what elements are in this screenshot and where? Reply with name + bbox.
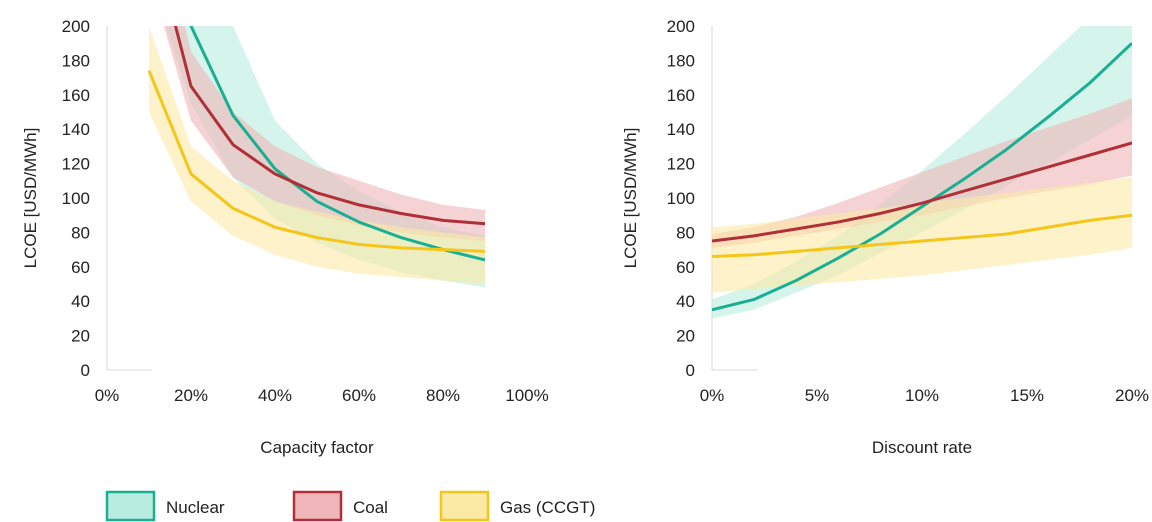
x-axis-title: Discount rate: [872, 438, 972, 457]
gas-range-band: [149, 26, 485, 284]
x-tick-label: 15%: [1010, 386, 1044, 405]
gas-range-band: [712, 177, 1132, 293]
y-tick-label: 60: [71, 258, 90, 277]
x-tick-label: 40%: [258, 386, 292, 405]
legend-label-coal: Coal: [353, 498, 388, 517]
y-tick-label: 160: [62, 86, 90, 105]
x-axis-title: Capacity factor: [260, 438, 374, 457]
x-tick-label: 80%: [426, 386, 460, 405]
y-axis-title: LCOE [USD/MWh]: [21, 128, 40, 269]
x-tick-label: 60%: [342, 386, 376, 405]
legend-label-nuclear: Nuclear: [166, 498, 225, 517]
legend: Nuclear Coal Gas (CCGT): [105, 490, 595, 522]
y-tick-label: 200: [667, 17, 695, 36]
coal-line: [712, 141, 1132, 243]
nuclear-line: [189, 26, 486, 262]
nuclear-line: [712, 42, 1132, 312]
y-tick-label: 120: [62, 155, 90, 174]
chart-discount-rate: 0 20 40 60 80 100 120 140 160 180 200 0% 5% 10% 15% 20%…: [621, 17, 1149, 457]
y-tick-label: 20: [676, 327, 695, 346]
legend-swatch-nuclear: [105, 490, 156, 522]
x-tick-label: 10%: [905, 386, 939, 405]
y-tick-label: 200: [62, 17, 90, 36]
x-tick-label: 100%: [505, 386, 548, 405]
y-tick-label: 40: [676, 292, 695, 311]
y-tick-label: 100: [667, 189, 695, 208]
legend-swatch-coal: [292, 490, 343, 522]
legend-item-coal: Coal: [292, 490, 388, 522]
y-tick-label: 100: [62, 189, 90, 208]
gas-line: [147, 70, 486, 253]
x-tick-label: 5%: [805, 386, 830, 405]
legend-swatch-gas: [439, 490, 490, 522]
coal-line: [173, 26, 486, 226]
legend-item-gas: Gas (CCGT): [439, 490, 595, 522]
y-tick-label: 60: [676, 258, 695, 277]
y-tick-label: 180: [62, 51, 90, 70]
y-tick-label: 140: [62, 120, 90, 139]
y-tick-label: 0: [81, 361, 90, 380]
x-tick-label: 0%: [700, 386, 725, 405]
y-tick-label: 80: [676, 223, 695, 242]
y-tick-label: 40: [71, 292, 90, 311]
y-tick-label: 0: [686, 361, 695, 380]
y-tick-label: 20: [71, 327, 90, 346]
y-axis-title: LCOE [USD/MWh]: [621, 128, 640, 269]
x-tick-label: 20%: [174, 386, 208, 405]
y-tick-label: 160: [667, 86, 695, 105]
gas-line: [712, 213, 1132, 258]
legend-label-gas: Gas (CCGT): [500, 498, 595, 517]
chart-capacity-factor: 0 20 40 60 80 100 120 140 160 180 200 0% 20% 40% 60% 80…: [21, 17, 549, 457]
x-tick-label: 0%: [95, 386, 120, 405]
y-tick-label: 80: [71, 223, 90, 242]
coal-range-band: [712, 98, 1132, 248]
y-tick-label: 140: [667, 120, 695, 139]
x-tick-label: 20%: [1115, 386, 1149, 405]
y-tick-label: 180: [667, 51, 695, 70]
coal-range-band: [163, 26, 485, 241]
legend-item-nuclear: Nuclear: [105, 490, 225, 522]
y-tick-label: 120: [667, 155, 695, 174]
